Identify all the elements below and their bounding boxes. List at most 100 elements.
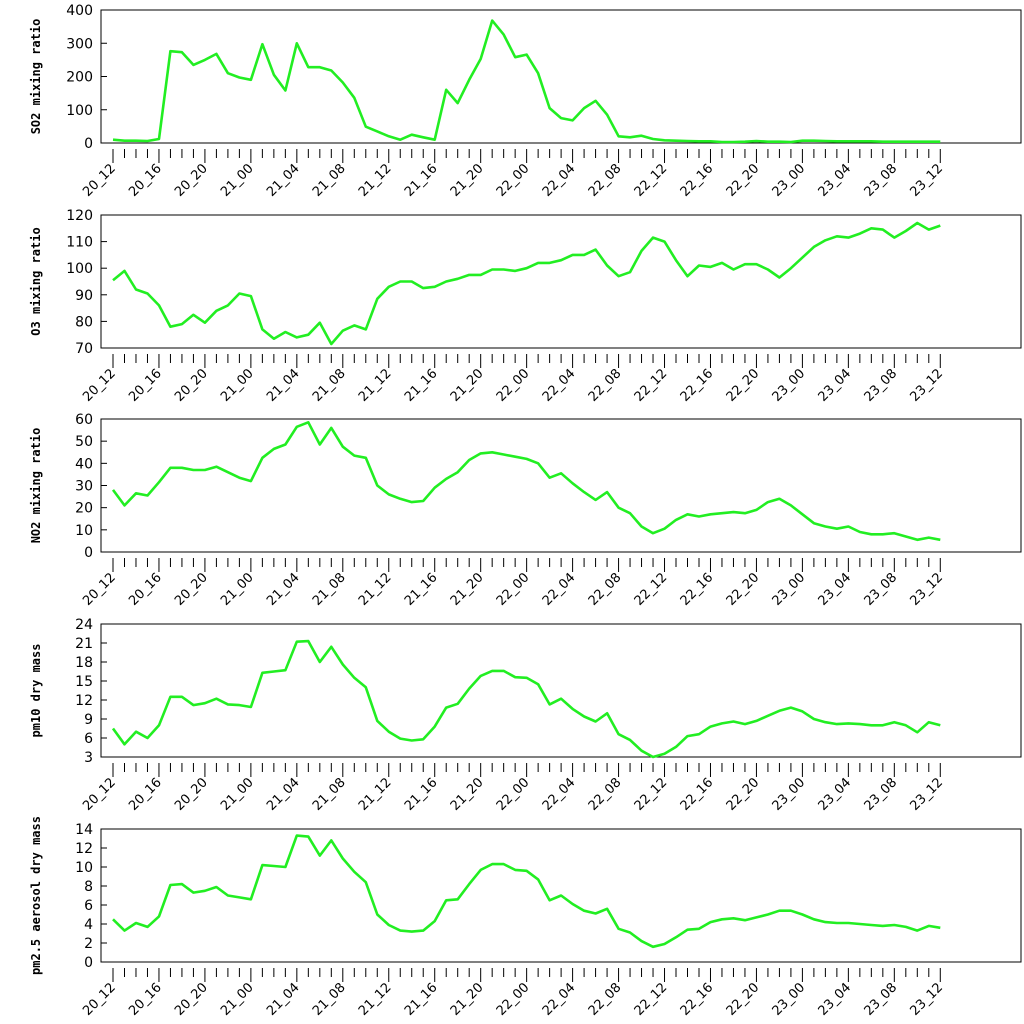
y-tick-label: 100: [66, 103, 93, 119]
x-tick-label: 22_00: [494, 161, 533, 200]
x-tick-label: 22_20: [724, 161, 763, 200]
y-tick-label: 4: [84, 917, 93, 933]
x-tick-label: 22_12: [632, 366, 671, 405]
data-series-line: [112, 834, 941, 949]
x-tick-label: 20_16: [126, 366, 165, 405]
y-tick-label: 0: [84, 545, 93, 561]
y-tick-label: 3: [84, 750, 93, 766]
y-tick-label: 60: [75, 412, 93, 428]
x-tick-label: 23_12: [908, 366, 947, 405]
x-tick-label: 21_00: [218, 366, 257, 405]
x-tick-label: 22_00: [494, 980, 533, 1019]
x-tick-label: 23_08: [862, 570, 901, 609]
y-tick-label: 2: [84, 936, 93, 952]
x-tick-label: 22_20: [724, 570, 763, 609]
y-tick-label: 110: [66, 235, 93, 251]
x-tick-label: 23_00: [770, 161, 809, 200]
y-axis-label: O3 mixing ratio: [29, 227, 43, 335]
x-tick-label: 21_20: [448, 161, 487, 200]
x-tick-label: 22_12: [632, 161, 671, 200]
x-tick-label: 20_20: [172, 161, 211, 200]
x-tick-label: 22_04: [540, 775, 579, 814]
y-tick-label: 20: [75, 501, 93, 517]
data-series-line: [111, 639, 941, 759]
x-tick-label: 21_00: [218, 161, 257, 200]
plot-frame: [100, 214, 1022, 349]
x-tick-label: 23_00: [770, 366, 809, 405]
x-tick-label: 21_12: [356, 775, 395, 814]
x-tick-label: 23_04: [816, 366, 855, 405]
x-tick-label: 23_00: [770, 570, 809, 609]
y-tick-label: 200: [66, 70, 93, 86]
x-tick-label: 22_08: [586, 366, 625, 405]
y-tick-label: 21: [75, 636, 93, 652]
x-tick-label: 21_20: [448, 366, 487, 405]
x-tick-label: 21_04: [264, 775, 303, 814]
x-tick-label: 22_20: [724, 366, 763, 405]
x-tick-label: 21_00: [218, 570, 257, 609]
x-tick-label: 23_12: [908, 775, 947, 814]
x-tick-label: 21_20: [448, 775, 487, 814]
x-tick-label: 20_20: [172, 366, 211, 405]
x-tick-label: 22_04: [540, 570, 579, 609]
y-tick-label: 9: [84, 712, 93, 728]
x-tick-label: 22_04: [540, 366, 579, 405]
x-tick-label: 23_04: [816, 570, 855, 609]
x-tick-label: 23_04: [816, 775, 855, 814]
x-tick-label: 21_04: [264, 570, 303, 609]
y-tick-label: 80: [75, 314, 93, 330]
x-tick-label: 23_04: [816, 161, 855, 200]
x-tick-label: 22_20: [724, 980, 763, 1019]
plot-frame: [100, 828, 1022, 963]
x-tick-label: 23_08: [862, 161, 901, 200]
data-series-line: [112, 19, 941, 144]
data-series-line: [111, 420, 941, 542]
data-series-line: [112, 221, 941, 346]
x-tick-label: 20_16: [126, 775, 165, 814]
y-axis-label: pm10 dry mass: [29, 644, 43, 738]
x-tick-label: 21_04: [264, 161, 303, 200]
chart-panel-2: 70 80 90 100 110 120 O3 mixing ratio 20_12 20_16…: [29, 208, 1022, 405]
y-tick-label: 40: [75, 456, 93, 472]
plot-frame: [100, 418, 1022, 553]
y-tick-label: 8: [84, 879, 93, 895]
x-tick-label: 21_20: [448, 570, 487, 609]
x-tick-label: 21_00: [218, 980, 257, 1019]
x-tick-label: 22_12: [632, 570, 671, 609]
x-tick-label: 20_20: [172, 980, 211, 1019]
x-tick-label: 21_16: [402, 775, 441, 814]
x-tick-label: 22_00: [494, 775, 533, 814]
x-tick-label: 22_08: [586, 980, 625, 1019]
x-tick-label: 20_20: [172, 775, 211, 814]
x-tick-label: 20_16: [126, 980, 165, 1019]
y-tick-label: 0: [84, 955, 93, 971]
x-tick-label: 22_16: [678, 980, 717, 1019]
x-tick-label: 22_20: [724, 775, 763, 814]
x-tick-label: 22_00: [494, 570, 533, 609]
x-tick-label: 21_04: [264, 980, 303, 1019]
plot-frame: [100, 623, 1022, 758]
x-tick-label: 23_00: [770, 980, 809, 1019]
x-tick-label: 22_08: [586, 161, 625, 200]
x-tick-label: 21_16: [402, 570, 441, 609]
x-tick-label: 21_08: [310, 980, 349, 1019]
x-tick-label: 21_08: [310, 161, 349, 200]
x-tick-label: 22_12: [632, 980, 671, 1019]
x-tick-label: 23_00: [770, 775, 809, 814]
x-tick-label: 22_16: [678, 775, 717, 814]
y-axis-label: pm2.5 aerosol dry mass: [29, 816, 43, 975]
x-tick-label: 23_12: [908, 980, 947, 1019]
y-tick-label: 18: [75, 655, 93, 671]
x-tick-label: 22_08: [586, 775, 625, 814]
x-tick-label: 21_08: [310, 570, 349, 609]
x-tick-label: 21_12: [356, 161, 395, 200]
y-tick-label: 70: [75, 341, 93, 357]
y-axis-label: NO2 mixing ratio: [29, 428, 43, 544]
x-tick-label: 21_16: [402, 366, 441, 405]
x-tick-label: 20_16: [126, 570, 165, 609]
y-tick-label: 120: [66, 208, 93, 224]
x-tick-label: 22_12: [632, 775, 671, 814]
